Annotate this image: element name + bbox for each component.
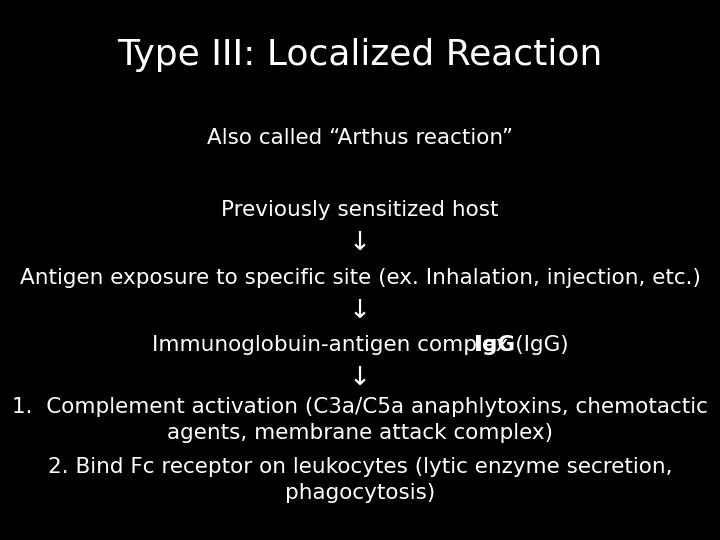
- Text: 1.  Complement activation (C3a/C5a anaphlytoxins, chemotactic
agents, membrane a: 1. Complement activation (C3a/C5a anaphl…: [12, 397, 708, 443]
- Text: IgG: IgG: [474, 335, 516, 355]
- Text: ↓: ↓: [349, 365, 371, 391]
- Text: Type III: Localized Reaction: Type III: Localized Reaction: [117, 38, 603, 72]
- Text: Also called “Arthus reaction”: Also called “Arthus reaction”: [207, 128, 513, 148]
- Text: Antigen exposure to specific site (ex. Inhalation, injection, etc.): Antigen exposure to specific site (ex. I…: [19, 268, 701, 288]
- Text: ↓: ↓: [349, 298, 371, 324]
- Text: Immunoglobuin-antigen complex (IgG): Immunoglobuin-antigen complex (IgG): [152, 335, 568, 355]
- Text: ↓: ↓: [349, 230, 371, 256]
- Text: 2. Bind Fc receptor on leukocytes (lytic enzyme secretion,
phagocytosis): 2. Bind Fc receptor on leukocytes (lytic…: [48, 457, 672, 503]
- Text: Previously sensitized host: Previously sensitized host: [221, 200, 499, 220]
